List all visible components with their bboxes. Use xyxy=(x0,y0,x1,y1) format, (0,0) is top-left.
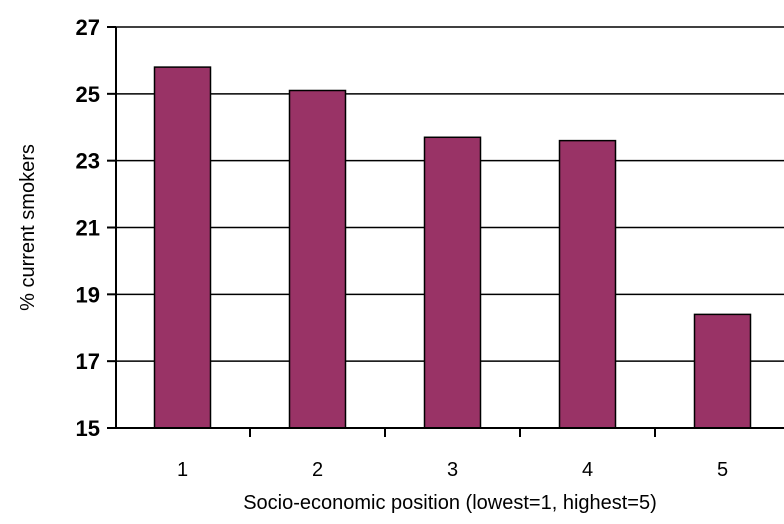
y-tick-label: 19 xyxy=(76,282,100,307)
x-tick-label: 4 xyxy=(582,459,593,481)
bar-4 xyxy=(558,139,617,429)
x-axis-label: Socio-economic position (lowest=1, highe… xyxy=(243,492,657,514)
bar-3 xyxy=(423,136,482,429)
bar-1 xyxy=(153,66,212,429)
y-axis-label: % current smokers xyxy=(17,144,39,311)
y-tick-label: 27 xyxy=(76,15,100,40)
x-tick-label: 5 xyxy=(717,459,728,481)
y-tick-label: 17 xyxy=(76,349,100,374)
y-tick-label: 21 xyxy=(76,216,100,241)
bar-2 xyxy=(288,89,347,429)
x-ticks: 1 2 3 4 5 xyxy=(177,428,728,481)
bar-5 xyxy=(693,313,752,429)
y-tick-label: 15 xyxy=(76,416,100,441)
x-tick-label: 3 xyxy=(447,459,458,481)
bars xyxy=(153,66,752,429)
y-tick-label: 23 xyxy=(76,149,100,174)
x-tick-label: 1 xyxy=(177,459,188,481)
x-tick-label: 2 xyxy=(312,459,323,481)
y-tick-label: 25 xyxy=(76,82,100,107)
y-ticks: 15 17 19 21 23 25 27 xyxy=(76,15,116,441)
